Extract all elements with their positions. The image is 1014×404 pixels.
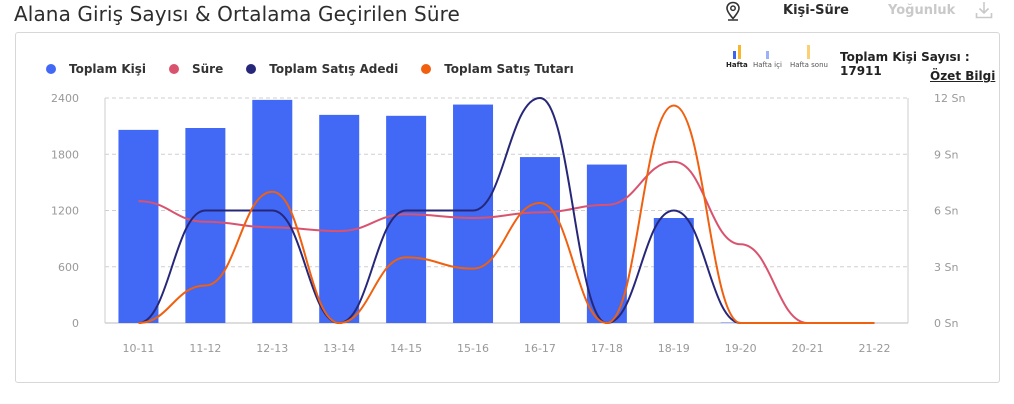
y-tick-label: 2400 (51, 92, 79, 105)
line-sure (138, 160, 875, 325)
y2-tick-label: 9 Sn (934, 148, 958, 161)
legend-item-sure[interactable]: Süre (169, 62, 223, 76)
y2-tick-label: 12 Sn (934, 92, 965, 105)
period-hafta-sonu-button[interactable]: Hafta sonu (790, 45, 828, 69)
bar-toplam-kisi (586, 164, 627, 323)
location-pin-icon[interactable] (724, 1, 742, 21)
y-tick-label: 600 (58, 261, 79, 274)
y2-tick-label: 6 Sn (934, 205, 958, 218)
line-satis-tutari (138, 104, 875, 325)
x-tick-label: 18-19 (658, 342, 690, 355)
legend-item-satis-tutari[interactable]: Toplam Satış Tutarı (421, 62, 574, 76)
legend-label: Toplam Satış Adedi (269, 62, 399, 76)
period-icon (790, 45, 828, 59)
period-icon (753, 45, 782, 59)
legend-item-toplam-kisi[interactable]: Toplam Kişi (46, 62, 146, 76)
y-tick-label: 1800 (51, 148, 79, 161)
bar-toplam-kisi (453, 104, 494, 323)
legend-dot (246, 64, 257, 74)
summary-info-link[interactable]: Özet Bilgi (930, 69, 996, 83)
x-tick-label: 20-21 (792, 342, 824, 355)
y-tick-label: 0 (72, 317, 79, 330)
legend-label: Toplam Kişi (69, 62, 146, 76)
legend-item-satis-adedi[interactable]: Toplam Satış Adedi (246, 62, 398, 76)
x-tick-label: 16-17 (524, 342, 556, 355)
mode-yogunluk-button[interactable]: Yoğunluk (888, 3, 956, 18)
chart-card (15, 32, 1000, 383)
period-hafta-button[interactable]: Hafta (726, 45, 748, 69)
period-icon (726, 45, 748, 59)
bar-toplam-kisi (185, 128, 226, 323)
x-tick-label: 21-22 (859, 342, 891, 355)
legend-label: Toplam Satış Tutarı (444, 62, 574, 76)
download-icon[interactable] (974, 0, 994, 20)
y2-tick-label: 3 Sn (934, 261, 958, 274)
bar-toplam-kisi (319, 114, 360, 323)
bar-toplam-kisi (118, 129, 159, 323)
mode-kisi-sure-button[interactable]: Kişi-Süre (783, 3, 849, 18)
legend-dot (421, 64, 432, 74)
page-title: Alana Giriş Sayısı & Ortalama Geçirilen … (14, 2, 460, 26)
x-tick-label: 14-15 (390, 342, 422, 355)
bar-toplam-kisi (519, 157, 560, 323)
chart-legend: Toplam Kişi Süre Toplam Satış Adedi Topl… (46, 62, 597, 76)
period-hafta-ici-button[interactable]: Hafta içi (753, 45, 782, 69)
y2-tick-label: 0 Sn (934, 317, 958, 330)
bar-toplam-kisi (653, 218, 694, 323)
x-tick-label: 13-14 (323, 342, 355, 355)
x-tick-label: 11-12 (189, 342, 221, 355)
total-people-count: Toplam Kişi Sayısı : 17911 (840, 50, 970, 78)
line-satis-adedi (138, 96, 875, 325)
legend-dot (46, 64, 56, 74)
x-tick-label: 10-11 (122, 342, 154, 355)
y-tick-label: 1200 (51, 205, 79, 218)
x-tick-label: 17-18 (591, 342, 623, 355)
legend-label: Süre (192, 62, 224, 76)
x-tick-label: 15-16 (457, 342, 489, 355)
x-tick-label: 19-20 (725, 342, 757, 355)
x-tick-label: 12-13 (256, 342, 288, 355)
legend-dot (169, 64, 179, 74)
